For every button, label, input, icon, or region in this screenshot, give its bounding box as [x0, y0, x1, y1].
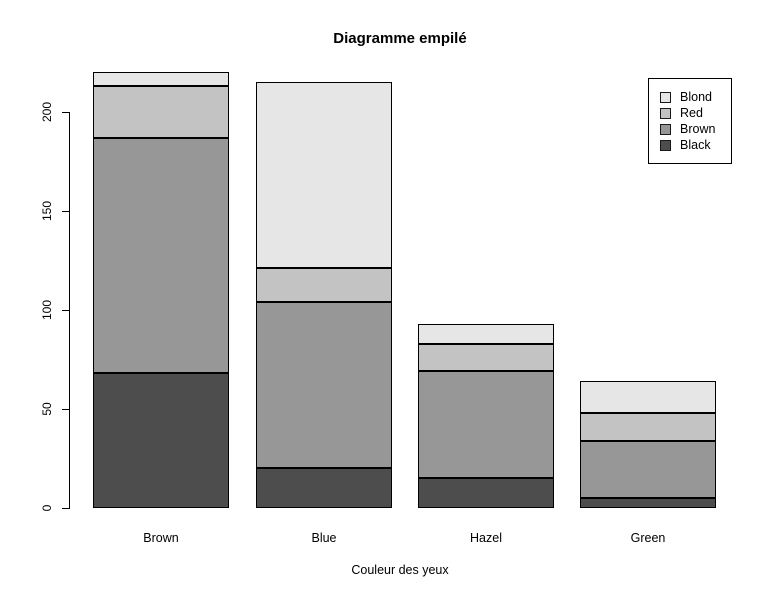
bar-segment-blond — [93, 72, 229, 87]
legend-label: Blond — [680, 89, 712, 104]
y-tick-label: 50 — [40, 402, 54, 416]
y-tick-label: 100 — [40, 299, 54, 321]
legend-swatch — [660, 91, 671, 103]
legend-label: Brown — [680, 121, 716, 136]
y-tick-label: 0 — [40, 504, 54, 512]
bar-segment-brown — [256, 302, 392, 469]
legend-item-red: Red — [660, 105, 731, 120]
legend-label: Black — [680, 137, 711, 152]
chart-title: Diagramme empilé — [333, 30, 467, 47]
legend-swatch — [660, 139, 671, 151]
y-tick — [62, 408, 69, 410]
y-tick-label: 150 — [40, 200, 54, 222]
bar-segment-red — [93, 86, 229, 138]
legend-item-blond: Blond — [660, 89, 731, 104]
y-tick — [62, 111, 69, 113]
bar-segment-red — [418, 343, 554, 372]
x-category-label: Brown — [143, 531, 179, 545]
bar-segment-blond — [418, 323, 554, 344]
bar-segment-black — [418, 478, 554, 508]
bar-segment-brown — [93, 137, 229, 374]
legend-swatch — [660, 123, 671, 135]
x-category-label: Blue — [311, 531, 337, 545]
y-tick-label: 200 — [40, 101, 54, 123]
legend-item-black: Black — [660, 137, 731, 152]
bar-segment-blond — [580, 381, 716, 413]
bar-segment-black — [256, 468, 392, 508]
legend-swatch — [660, 107, 671, 119]
y-tick — [62, 507, 69, 509]
bar-segment-brown — [580, 440, 716, 499]
bar-segment-black — [93, 373, 229, 508]
y-axis-line — [69, 112, 71, 509]
bar-segment-red — [256, 268, 392, 303]
legend: Blond Red Brown Black — [648, 78, 732, 164]
y-tick — [62, 309, 69, 311]
bar-segment-brown — [418, 371, 554, 479]
x-axis-title: Couleur des yeux — [351, 563, 449, 577]
legend-label: Red — [680, 105, 703, 120]
x-category-label: Green — [630, 531, 666, 545]
y-tick — [62, 210, 69, 212]
bar-segment-blond — [256, 82, 392, 269]
legend-item-brown: Brown — [660, 121, 731, 136]
bar-segment-red — [580, 412, 716, 441]
bar-segment-black — [580, 498, 716, 508]
x-category-label: Hazel — [470, 531, 502, 545]
